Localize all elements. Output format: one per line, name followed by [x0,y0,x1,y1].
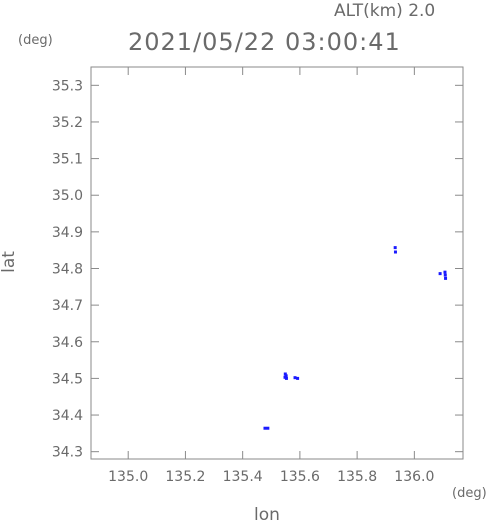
y-unit-label: (deg) [18,33,53,48]
y-tick-label: 34.4 [52,408,83,424]
x-axis-ticks: 135.0 135.2 135.4 135.6 135.8 136.0 [108,67,434,485]
y-tick-label: 35.2 [52,115,83,131]
y-tick-label: 34.7 [52,298,83,314]
data-point [266,426,270,430]
x-tick-label: 135.4 [223,469,263,485]
data-point [438,272,442,276]
data-point [443,270,447,274]
data-point [284,376,288,380]
y-tick-label: 35.0 [52,188,83,204]
altitude-label: ALT(km) 2.0 [334,1,435,21]
x-axis-label: lon [254,505,280,521]
x-tick-label: 136.0 [394,469,434,485]
data-points [263,246,448,430]
plot-frame [90,66,464,460]
data-point [393,250,397,254]
y-tick-label: 34.3 [52,445,83,461]
x-tick-label: 135.6 [280,469,320,485]
data-point [393,246,397,250]
x-tick-label: 135.0 [108,469,148,485]
data-point [296,376,300,380]
chart-title: 2021/05/22 03:00:41 [128,28,401,56]
y-tick-label: 35.3 [52,78,83,94]
y-tick-label: 34.8 [52,261,83,277]
x-tick-label: 135.8 [337,469,377,485]
y-tick-label: 35.1 [52,152,83,168]
y-axis-label: lat [0,251,19,273]
y-tick-label: 34.5 [52,371,83,387]
y-axis-ticks: 34.3 34.4 34.5 34.6 34.7 34.8 34.9 35.0 35.1 35.2… [52,78,463,461]
data-point [443,273,447,277]
data-point [444,276,448,280]
x-unit-label: (deg) [452,486,487,501]
data-point [263,426,267,430]
data-point [283,372,287,376]
x-tick-label: 135.2 [165,469,205,485]
data-point [293,376,297,380]
y-tick-label: 34.6 [52,335,83,351]
y-tick-label: 34.9 [52,225,83,241]
